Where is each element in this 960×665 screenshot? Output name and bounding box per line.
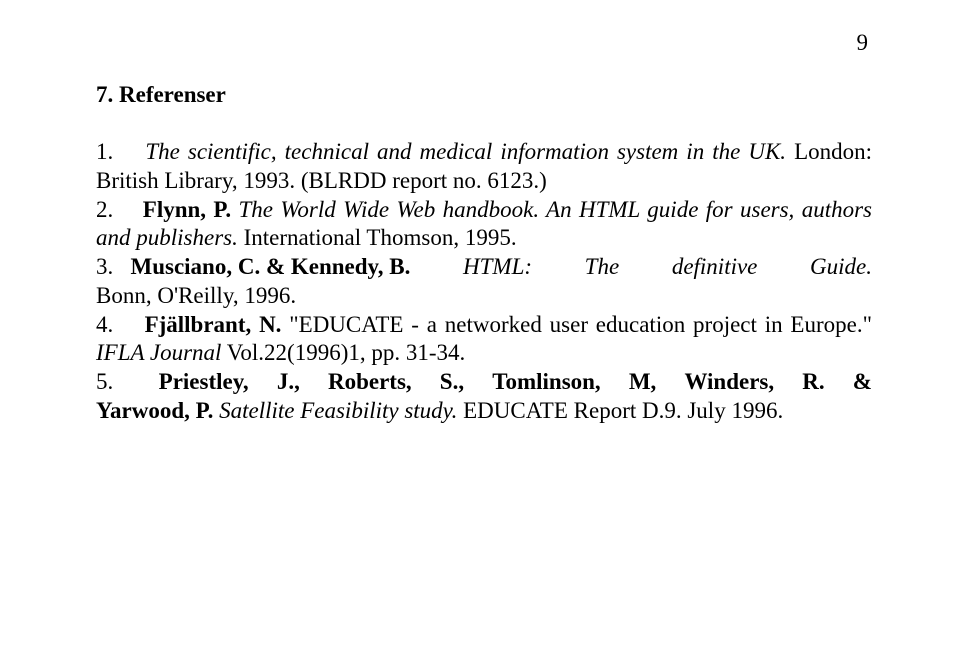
ref-title-word: definitive: [672, 253, 758, 282]
ref-number: 2.: [96, 197, 113, 222]
ref-text: Bonn, O'Reilly, 1996.: [96, 283, 296, 308]
ref-text: International Thomson, 1995.: [238, 225, 517, 250]
reference-item: 2. Flynn, P. The World Wide Web handbook…: [96, 196, 872, 254]
ref-author-word: R.: [802, 368, 824, 397]
ref-text: Vol.22(1996)1, pp. 31-34.: [221, 340, 465, 365]
ref-title: Satellite Feasibility study.: [213, 398, 457, 423]
ref-title-word: The: [585, 253, 620, 282]
ref-number: 1.: [96, 139, 113, 164]
ref-text: "EDUCATE - a networked user education pr…: [281, 312, 872, 337]
reference-item: 5. Priestley, J., Roberts, S., Tomlinson…: [96, 368, 872, 426]
page-number: 9: [857, 30, 869, 56]
ref-title: The scientific, technical and medical in…: [145, 139, 786, 164]
ref-author-word: M,: [629, 368, 656, 397]
ref-author: Musciano, C. & Kennedy, B.: [131, 254, 411, 279]
reference-item: 1. The scientific, technical and medical…: [96, 138, 872, 196]
ref-number: 5.: [96, 369, 113, 394]
ref-text: EDUCATE Report D.9. July 1996.: [457, 398, 783, 423]
ref-author: Flynn, P.: [143, 197, 231, 222]
ref-author-word: Tomlinson,: [492, 368, 600, 397]
ref-author: Fjällbrant, N.: [145, 312, 282, 337]
ref-title-word: Guide.: [810, 253, 872, 282]
ref-journal: IFLA Journal: [96, 340, 221, 365]
document-page: 9 7. Referenser 1. The scientific, techn…: [0, 0, 960, 665]
ref-number: 4.: [96, 312, 113, 337]
ref-author-word: Winders,: [684, 368, 774, 397]
ref-author-word: S.,: [440, 368, 464, 397]
ref-author: Yarwood, P.: [96, 398, 213, 423]
ref-number: 3.: [96, 254, 113, 279]
reference-item: 3. Musciano, C. & Kennedy, B. HTML: The …: [96, 253, 872, 311]
references-list: 1. The scientific, technical and medical…: [96, 138, 872, 426]
ref-author-word: Roberts,: [328, 368, 412, 397]
reference-item: 4. Fjällbrant, N. "EDUCATE - a networked…: [96, 311, 872, 369]
ref-author-word: &: [853, 368, 872, 397]
ref-author-word: Priestley,: [159, 368, 249, 397]
ref-title-word: HTML:: [463, 253, 532, 282]
ref-author-word: J.,: [277, 368, 300, 397]
section-heading: 7. Referenser: [96, 82, 872, 108]
